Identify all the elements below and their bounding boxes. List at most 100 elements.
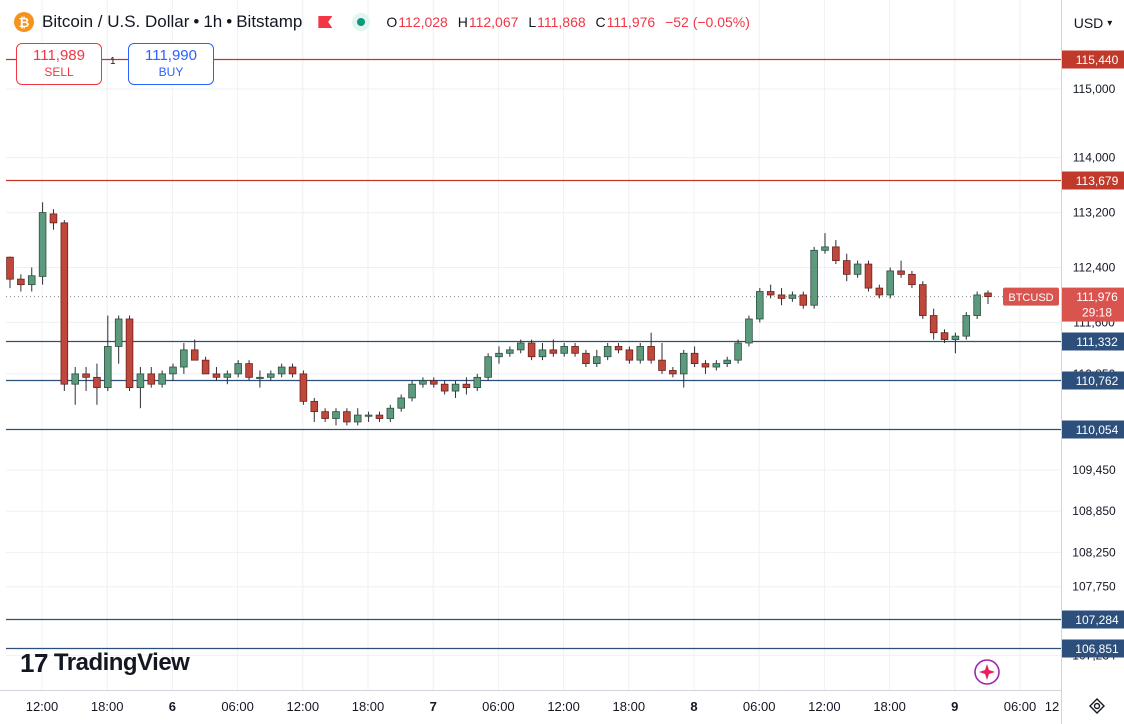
candle-body: [886, 270, 894, 296]
tradingview-logo[interactable]: 17 TradingView: [20, 647, 190, 678]
candle-body: [658, 359, 666, 371]
candle: [745, 315, 753, 347]
candle-body: [853, 263, 862, 275]
time-tick-label: 9: [951, 699, 958, 714]
candle: [679, 349, 688, 388]
candle: [560, 343, 568, 357]
sell-button[interactable]: 111,989 SELL: [16, 43, 102, 85]
candle: [386, 404, 395, 422]
price-tick-label: 115,000: [1073, 82, 1116, 96]
candle-body: [951, 335, 960, 340]
time-tick-label: 06:00: [1004, 699, 1037, 714]
candle-body: [147, 373, 156, 385]
candle: [516, 339, 525, 354]
price-axis-bg: [1061, 0, 1124, 724]
market-status-icon[interactable]: [352, 13, 371, 31]
level-label: 111,332: [1076, 335, 1118, 349]
candle: [484, 353, 492, 381]
candle-body: [430, 380, 438, 385]
price-tick-label: 113,200: [1073, 206, 1116, 220]
ohlc-change: −52 (−0.05%): [665, 14, 750, 30]
candle-body: [180, 349, 188, 368]
candle: [527, 339, 536, 361]
candle: [495, 346, 503, 364]
time-tick-label: 18:00: [873, 699, 906, 714]
candle: [332, 408, 340, 426]
candle: [777, 288, 786, 306]
candle: [462, 377, 471, 395]
time-tick-label: 8: [690, 699, 697, 714]
candle: [353, 408, 362, 426]
candle: [549, 339, 558, 357]
level-label-bg: [1062, 639, 1124, 658]
candle: [582, 349, 590, 368]
candle-body: [60, 222, 69, 385]
candle: [723, 356, 731, 368]
candle-body: [27, 275, 36, 286]
candle: [114, 315, 123, 364]
candle: [647, 332, 655, 364]
candle: [375, 411, 384, 422]
flag-icon[interactable]: [318, 16, 333, 28]
candle-body: [603, 346, 612, 358]
candle-body: [82, 373, 90, 378]
candle: [169, 363, 177, 381]
candle: [451, 380, 460, 398]
candle-body: [908, 273, 916, 286]
level-labels: 115,440 113,679 111,332 110,762 110,054 107,2…: [1003, 50, 1124, 658]
candle: [38, 202, 47, 285]
candle-body: [527, 342, 536, 358]
candle-body: [832, 246, 840, 262]
candle: [973, 291, 981, 319]
candle-body: [679, 352, 688, 375]
time-tick-label: 7: [430, 699, 437, 714]
candle-body: [690, 352, 699, 364]
candle: [201, 356, 210, 375]
candle-body: [245, 363, 253, 378]
candle-body: [538, 349, 547, 358]
candle: [984, 290, 992, 305]
interval-label[interactable]: 1h: [203, 12, 223, 31]
candle-body: [484, 356, 492, 378]
candle: [853, 260, 862, 278]
candle: [245, 360, 253, 381]
candle-body: [582, 352, 590, 364]
candle-body: [190, 349, 199, 361]
tradingview-logo-icon: 17: [20, 647, 48, 678]
candle: [864, 260, 873, 292]
price-tick-label: 109,450: [1072, 463, 1116, 477]
candle: [473, 373, 482, 392]
ohlc-high-key: H: [457, 14, 468, 30]
chart-grid: [6, 0, 1061, 690]
candle-body: [788, 294, 797, 299]
level-label: 107,284: [1075, 613, 1119, 627]
candle: [962, 312, 971, 340]
sparkle-icon[interactable]: [972, 657, 1002, 687]
buy-price: 111,990: [145, 47, 197, 64]
candle-body: [201, 359, 210, 375]
level-label-bg: [1062, 171, 1124, 190]
candle-body: [310, 400, 319, 413]
chevron-down-icon: ▾: [1107, 17, 1113, 29]
candle-body: [766, 291, 775, 296]
buy-button[interactable]: 111,990 BUY: [128, 43, 214, 85]
candle: [940, 329, 949, 343]
candle: [636, 343, 645, 364]
candle-body: [777, 294, 786, 299]
candle-body: [614, 346, 623, 351]
bitcoin-icon: ₿: [14, 12, 34, 32]
ohlc-open: 112,028: [398, 14, 448, 30]
candle: [310, 397, 319, 422]
candle-body: [875, 287, 884, 296]
candle-body: [38, 212, 47, 277]
settings-icon[interactable]: [1088, 697, 1106, 715]
candle-body: [571, 346, 579, 354]
candle-body: [984, 292, 992, 297]
symbol-title[interactable]: Bitcoin / U.S. Dollar: [42, 12, 190, 31]
candle-body: [897, 270, 905, 275]
level-label: 115,440: [1076, 53, 1119, 67]
currency-button[interactable]: USD ▾: [1068, 10, 1118, 36]
candle-body: [799, 294, 808, 306]
ohlc-close-key: C: [595, 14, 606, 30]
